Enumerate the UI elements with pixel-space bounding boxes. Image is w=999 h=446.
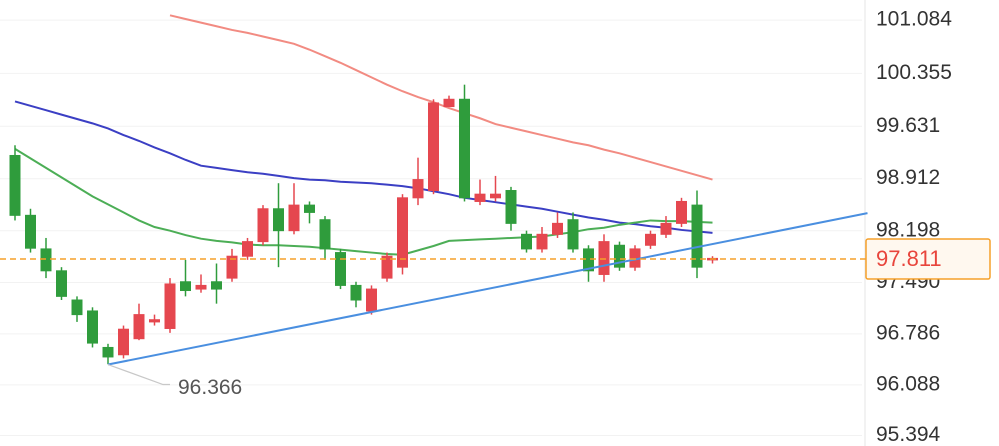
candle-body	[567, 219, 579, 250]
trendline	[107, 212, 868, 366]
candle-body	[102, 346, 114, 358]
candle-body	[521, 233, 532, 250]
candle-body	[366, 288, 377, 312]
annotation-leader	[107, 363, 170, 386]
moving-average-line	[14, 100, 713, 234]
candle-body	[71, 299, 83, 316]
y-tick-label: 98.912	[876, 166, 940, 189]
candle-body	[319, 219, 331, 250]
candle-body	[490, 193, 501, 199]
last-price-label: 97.811	[876, 246, 942, 271]
candle-body	[118, 328, 129, 356]
candle-body	[598, 241, 610, 275]
y-tick-label: 99.631	[876, 114, 940, 137]
candle-body	[474, 193, 486, 202]
candle-body	[304, 204, 315, 213]
candle-body	[552, 222, 563, 235]
candle-body	[288, 204, 300, 232]
candle-body	[381, 255, 393, 279]
candle-body	[583, 248, 594, 272]
y-tick-label: 100.355	[876, 61, 952, 84]
candle-body	[56, 270, 67, 297]
candle-body	[350, 284, 362, 301]
candle-body	[164, 283, 176, 329]
y-tick-label: 101.084	[876, 8, 952, 31]
candle-body	[257, 208, 269, 243]
candle-body	[676, 200, 687, 224]
candle-body	[536, 233, 548, 250]
candle-body	[412, 179, 424, 199]
candle-body	[133, 314, 145, 340]
candle-body	[691, 204, 703, 268]
candle-body	[40, 248, 52, 272]
candle-body	[87, 310, 98, 344]
candle-body	[505, 190, 517, 224]
candle-body	[25, 214, 36, 249]
candle-body	[614, 244, 625, 268]
candle-body	[273, 208, 284, 232]
candle-body	[660, 222, 672, 235]
last-price-box	[865, 238, 991, 280]
moving-average-line	[14, 148, 713, 256]
candle-body	[242, 241, 253, 257]
annotation-label: 96.366	[178, 376, 242, 399]
candle-body	[149, 319, 160, 323]
candle-body	[195, 284, 207, 290]
candle-body	[397, 197, 408, 268]
candle-body	[335, 252, 346, 286]
candle-body	[459, 98, 470, 199]
moving-average-line	[169, 14, 713, 181]
candle-body	[9, 154, 21, 216]
y-tick-label: 96.088	[876, 372, 940, 395]
candle-body	[211, 281, 222, 290]
y-tick-label: 95.394	[876, 423, 941, 446]
y-tick-label: 98.198	[876, 218, 940, 241]
candle-body	[226, 255, 238, 279]
candle-body	[645, 233, 656, 246]
candle-body	[428, 102, 439, 192]
candle-body	[180, 281, 191, 292]
y-tick-label: 96.786	[876, 321, 940, 344]
candle-body	[443, 98, 455, 108]
